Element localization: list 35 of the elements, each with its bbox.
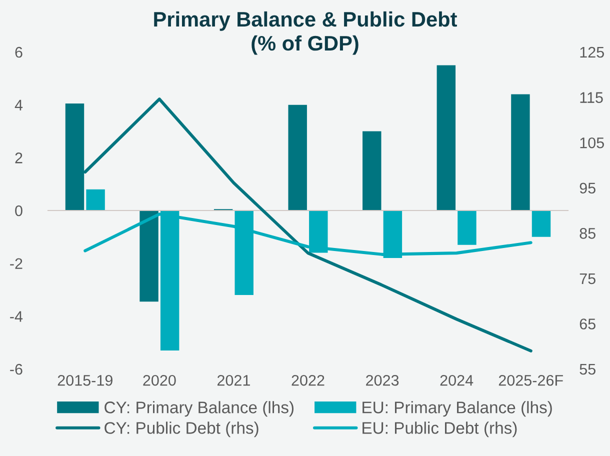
bar [140, 210, 158, 302]
y2-tick-label: 115 [580, 92, 603, 103]
y-tick-label: -6 [10, 364, 22, 375]
bar [436, 65, 456, 210]
y-tick-label: 6 [15, 46, 22, 58]
legend-label: CY: Primary Balance (lhs) [104, 401, 294, 417]
bar [532, 210, 551, 237]
x-tick-label: 2022 [292, 374, 324, 386]
y2-tick-label: 105 [580, 137, 604, 148]
y2-tick-label: 75 [580, 273, 596, 284]
x-tick-label: 2025-26F [498, 374, 563, 386]
y2-tick-label: 95 [580, 182, 596, 194]
chart-title: Primary Balance & Public Debt (% of GDP) [154, 11, 458, 55]
y-tick-label: 2 [15, 152, 22, 164]
bar [458, 210, 476, 245]
x-tick-label: 2023 [366, 374, 399, 386]
y-tick-label: -2 [10, 258, 22, 269]
bar [362, 131, 382, 210]
x-tick-label: 2020 [143, 374, 176, 386]
legend-label: CY: Public Debt (rhs) [104, 422, 258, 438]
y-tick-label: 0 [15, 205, 22, 216]
x-tick-label: 2024 [440, 374, 474, 386]
x-tick-label: 2021 [217, 374, 250, 386]
y2-tick-label: 85 [580, 228, 596, 239]
y-tick-label: 4 [14, 100, 23, 110]
legend-label: EU: Primary Balance (lhs) [362, 401, 552, 417]
y2-tick-label: 125 [580, 46, 604, 58]
bar [288, 104, 307, 210]
legend-label: EU: Public Debt (rhs) [362, 422, 517, 438]
bar [511, 94, 530, 210]
y2-tick-label: 55 [580, 364, 596, 375]
x-tick-label: 2015-19 [58, 374, 112, 386]
bar [86, 189, 105, 210]
y2-tick-label: 65 [580, 318, 596, 330]
y-tick-label: -4 [10, 311, 23, 322]
